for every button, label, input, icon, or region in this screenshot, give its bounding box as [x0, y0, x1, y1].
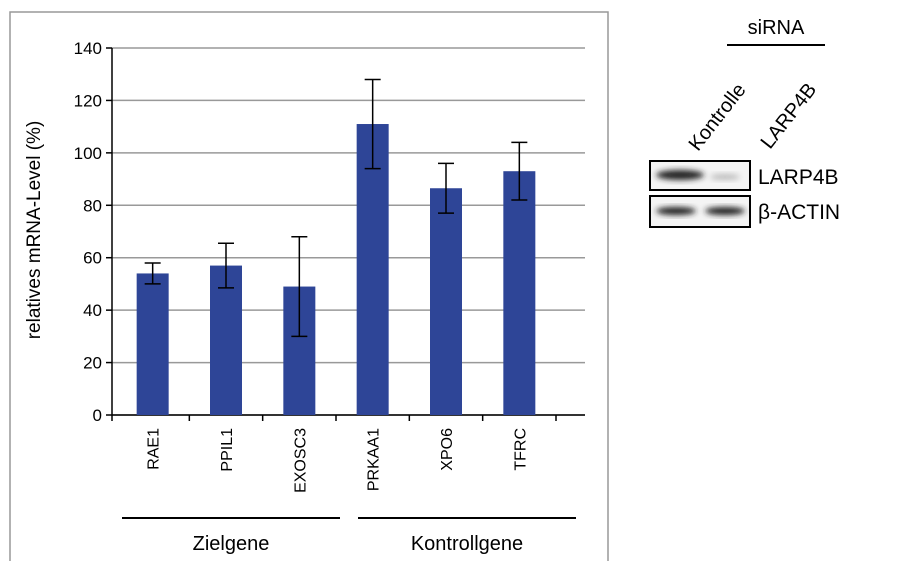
lane-label: LARP4B: [757, 79, 822, 153]
y-tick-label: 100: [74, 144, 102, 163]
y-tick-label: 40: [83, 301, 102, 320]
blot-band: [710, 174, 740, 180]
y-tick-label: 0: [93, 406, 102, 425]
bar: [137, 273, 169, 415]
x-tick-label: PRKAA1: [366, 428, 383, 491]
x-tick-label: XPO6: [439, 428, 456, 471]
x-tick-label: RAE1: [146, 428, 163, 470]
x-tick-label: TFRC: [512, 428, 529, 471]
figure: relatives mRNA-Level (%) Zielgene Kontro…: [0, 0, 905, 561]
blot-band: [656, 170, 704, 180]
bar: [503, 171, 535, 415]
y-axis-label: relatives mRNA-Level (%): [24, 121, 45, 340]
y-tick-label: 80: [83, 196, 102, 215]
blot-row-label: β-ACTIN: [758, 201, 840, 224]
lane-label: Kontrolle: [685, 79, 751, 155]
y-tick-label: 60: [83, 249, 102, 268]
y-tick-label: 20: [83, 354, 102, 373]
blot-group-label: siRNA: [748, 17, 805, 39]
x-tick-label: EXOSC3: [292, 428, 309, 493]
blot-row-label: LARP4B: [758, 166, 839, 189]
x-tick-label: PPIL1: [219, 428, 236, 472]
y-tick-label: 120: [74, 91, 102, 110]
bar: [430, 188, 462, 415]
group-label: Kontrollgene: [411, 533, 523, 555]
blot-band: [656, 207, 696, 215]
blot-band: [705, 207, 745, 215]
y-tick-label: 140: [74, 39, 102, 58]
group-label: Zielgene: [193, 533, 270, 555]
